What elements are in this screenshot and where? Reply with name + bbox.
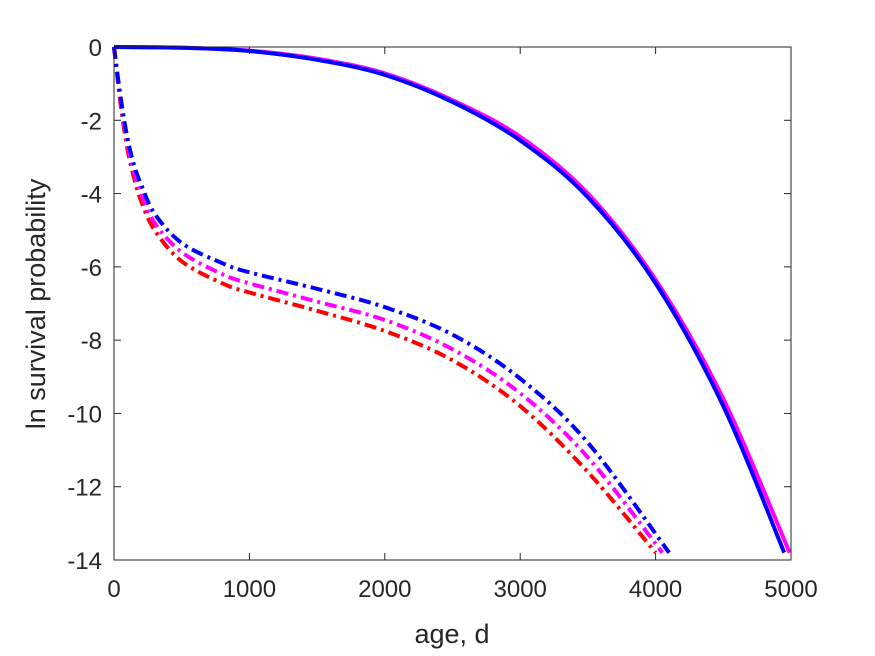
y-axis-label: ln survival probability [21, 178, 51, 429]
x-tick-label: 1000 [223, 576, 276, 603]
x-axis-label: age, d [414, 619, 489, 649]
plot-frame [113, 46, 792, 561]
x-tick-label: 4000 [629, 576, 682, 603]
y-tick-label: -14 [67, 548, 102, 575]
y-tick-label: -10 [67, 401, 102, 428]
series-line-4-dashdot [112, 46, 664, 554]
y-tick-label: -4 [81, 182, 102, 209]
y-tick-label: -2 [81, 108, 102, 135]
series-line-5-dashdot [112, 46, 671, 554]
x-tick-label: 2000 [358, 576, 411, 603]
series-line-2-solid [113, 45, 787, 554]
x-tick-label: 0 [107, 576, 120, 603]
y-tick-label: -8 [81, 328, 102, 355]
y-tick-label: 0 [89, 35, 102, 62]
tick-layer: 0 1000 2000 3000 4000 5000 0 -2 -4 -6 -8 -10 -12 -14 [67, 35, 817, 603]
plot-area [114, 47, 791, 560]
y-tick-label: -12 [67, 475, 102, 502]
x-tick-label: 3000 [494, 576, 547, 603]
y-tick-label: -6 [81, 255, 102, 282]
x-tick-label: 5000 [764, 576, 817, 603]
series-layer [112, 45, 792, 554]
